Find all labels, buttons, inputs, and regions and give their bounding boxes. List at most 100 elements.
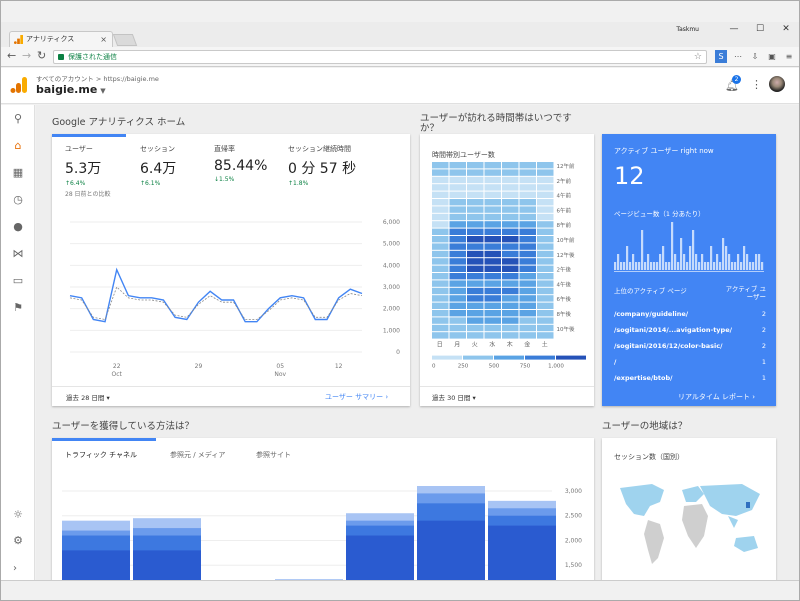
heatmap-cell[interactable] [537,287,554,295]
heatmap-cell[interactable] [484,221,502,228]
channel-bar-segment[interactable] [346,535,414,580]
heatmap-cell[interactable] [519,169,537,176]
heatmap-cell[interactable] [449,324,467,332]
cast-icon[interactable]: ▣ [768,52,776,61]
user-avatar[interactable] [769,76,785,92]
heatmap-cell[interactable] [432,162,449,169]
heatmap-cell[interactable] [502,332,519,339]
acquisition-icon[interactable]: ⋈ [12,247,24,260]
heatmap-cell[interactable] [467,191,484,198]
heatmap-cell[interactable] [502,191,519,198]
heatmap-cell[interactable] [519,324,537,332]
heatmap-cell[interactable] [467,221,484,228]
heatmap-cell[interactable] [537,176,554,184]
heatmap-date-range-dropdown[interactable]: 過去 30 日間 ▾ [432,392,476,402]
analytics-logo-icon[interactable] [10,76,28,94]
more-vert-icon[interactable]: ⋮ [751,78,762,91]
heatmap-cell[interactable] [519,258,537,265]
heatmap-cell[interactable] [432,206,449,213]
admin-gear-icon[interactable]: ⚙ [13,534,23,547]
tab-traffic-channel[interactable]: トラフィック チャネル [65,451,138,459]
heatmap-cell[interactable] [502,162,519,169]
heatmap-cell[interactable] [519,236,537,243]
heatmap-cell[interactable] [537,213,554,221]
heatmap-cell[interactable] [449,317,467,324]
heatmap-cell[interactable] [449,280,467,287]
realtime-clock-icon[interactable]: ◷ [13,193,23,206]
heatmap-cell[interactable] [432,236,449,243]
behavior-icon[interactable]: ▭ [12,274,24,287]
heatmap-cell[interactable] [502,273,519,280]
heatmap-cell[interactable] [502,280,519,287]
reload-icon[interactable]: ↻ [37,49,47,62]
heatmap-cell[interactable] [519,206,537,213]
channel-bar-segment[interactable] [62,550,130,580]
heatmap-cell[interactable] [432,176,449,184]
heatmap-cell[interactable] [484,265,502,272]
heatmap-cell[interactable] [502,221,519,228]
browser-menu-icon[interactable]: ≡ [785,52,793,61]
tab-source-medium[interactable]: 参照元 / メディア [170,451,226,459]
back-icon[interactable]: ← [7,49,17,62]
heatmap-cell[interactable] [502,169,519,176]
heatmap-cell[interactable] [484,317,502,324]
heatmap-cell[interactable] [467,310,484,317]
heatmap-cell[interactable] [449,332,467,339]
heatmap-cell[interactable] [537,206,554,213]
heatmap-cell[interactable] [519,265,537,272]
heatmap-cell[interactable] [537,295,554,302]
heatmap-cell[interactable] [467,206,484,213]
heatmap-cell[interactable] [449,176,467,184]
heatmap-cell[interactable] [519,302,537,309]
heatmap-cell[interactable] [467,317,484,324]
heatmap-cell[interactable] [519,317,537,324]
heatmap-cell[interactable] [519,250,537,258]
heatmap-cell[interactable] [537,243,554,250]
heatmap-cell[interactable] [432,258,449,265]
heatmap-cell[interactable] [537,250,554,258]
heatmap-cell[interactable] [432,302,449,309]
heatmap-cell[interactable] [537,228,554,235]
realtime-report-link[interactable]: リアルタイム レポート › [678,392,755,402]
heatmap-cell[interactable] [484,176,502,184]
heatmap-cell[interactable] [502,206,519,213]
heatmap-cell[interactable] [449,206,467,213]
heatmap-cell[interactable] [537,280,554,287]
account-breadcrumb[interactable]: すべてのアカウント > https://baigie.me [36,75,159,83]
heatmap-cell[interactable] [432,191,449,198]
metric-session-duration[interactable]: セッション継続時間 0 分 57 秒 ↑1.8% [288,144,398,187]
heatmap-cell[interactable] [467,236,484,243]
page-path[interactable]: /expertise/btob/ [614,374,673,382]
heatmap-cell[interactable] [502,258,519,265]
heatmap-cell[interactable] [467,162,484,169]
heatmap-cell[interactable] [519,287,537,295]
heatmap-cell[interactable] [502,302,519,309]
heatmap-cell[interactable] [484,287,502,295]
maximize-button[interactable]: ☐ [755,24,765,34]
heatmap-cell[interactable] [432,310,449,317]
heatmap-cell[interactable] [484,191,502,198]
heatmap-cell[interactable] [537,273,554,280]
channel-bar-segment[interactable] [275,579,343,580]
heatmap-cell[interactable] [432,184,449,191]
heatmap-cell[interactable] [502,295,519,302]
home-icon[interactable]: ⌂ [14,139,22,152]
close-window-button[interactable]: ✕ [782,24,790,34]
heatmap-cell[interactable] [519,221,537,228]
heatmap-cell[interactable] [467,250,484,258]
page-path[interactable]: /company/guideline/ [614,310,689,318]
heatmap-cell[interactable] [519,162,537,169]
page-path[interactable]: / [614,358,617,366]
heatmap-cell[interactable] [484,332,502,339]
heatmap-cell[interactable] [432,213,449,221]
heatmap-cell[interactable] [467,273,484,280]
heatmap-cell[interactable] [502,250,519,258]
heatmap-cell[interactable] [467,302,484,309]
heatmap-cell[interactable] [537,162,554,169]
tab-close-icon[interactable]: × [100,35,107,44]
heatmap-cell[interactable] [467,324,484,332]
heatmap-cell[interactable] [467,258,484,265]
heatmap-cell[interactable] [519,199,537,206]
heatmap-cell[interactable] [502,176,519,184]
heatmap-cell[interactable] [537,324,554,332]
